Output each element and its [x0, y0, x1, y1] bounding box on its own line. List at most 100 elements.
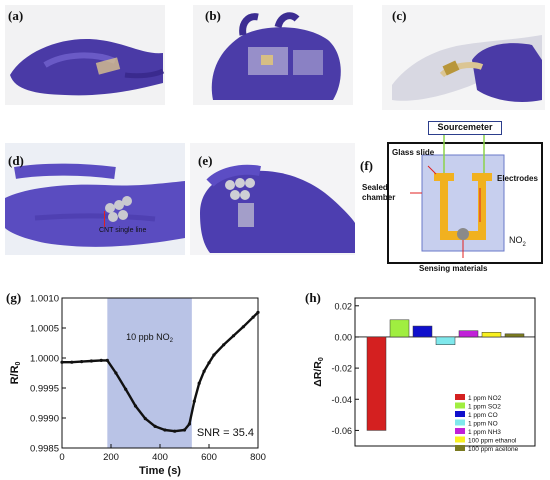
data-point — [182, 428, 187, 432]
exposure-label-base: 10 ppb NO — [126, 332, 170, 342]
legend-label: 100 ppm ethanol — [468, 438, 517, 445]
snr-annotation: SNR = 35.4 — [197, 427, 254, 439]
bar — [435, 336, 456, 345]
data-point — [231, 334, 236, 338]
glove-image-b — [193, 5, 353, 105]
bar — [389, 319, 410, 338]
sealed-label-line1: Sealed — [362, 183, 388, 192]
chart-h: 0.02 0.00 -0.02 -0.04 -0.06 1 ppm NO2 1 ppm SO… — [312, 297, 536, 453]
glove-image-c — [382, 5, 545, 110]
data-point — [124, 387, 128, 391]
y-tick-label: 0.9995 — [30, 384, 59, 395]
y-tick-label: 0.00 — [334, 332, 352, 342]
plot-frame — [354, 297, 536, 447]
y-axis-label: R/R0 — [9, 361, 22, 384]
bar — [481, 332, 502, 338]
legend-swatch — [455, 445, 465, 451]
data-point — [197, 381, 201, 385]
legend-swatch — [455, 428, 465, 434]
chart-g: 0.9985 0.9990 0.9995 1.0000 1.0005 1.0010 0 200… — [9, 294, 266, 478]
data-point — [202, 369, 206, 373]
legend-label: 1 ppm NO — [468, 421, 498, 428]
legend-label: 1 ppm NO2 — [468, 395, 502, 402]
data-point — [133, 404, 138, 408]
legend-label: 1 ppm CO — [468, 412, 498, 419]
y-tick-label: -0.02 — [331, 364, 352, 374]
legend-label: 100 ppm acetone — [468, 446, 519, 453]
y-tick-label: 1.0010 — [30, 294, 59, 305]
no2-label: NO2 — [509, 235, 526, 248]
y-tick-label: -0.04 — [331, 395, 352, 405]
x-tick-label: 400 — [152, 452, 168, 463]
data-point — [251, 315, 255, 319]
sensing-materials-label: Sensing materials — [419, 264, 488, 273]
exposure-label: 10 ppb NO2 — [126, 332, 174, 344]
y-axis-label: ΔR/R0 — [312, 357, 325, 387]
bar — [412, 325, 433, 338]
sealed-label-line2: chamber — [362, 193, 396, 202]
legend-label: 1 ppm NH3 — [468, 429, 501, 436]
legend-swatch — [455, 402, 465, 409]
data-point — [99, 358, 103, 362]
electrodes-label: Electrodes — [497, 174, 538, 183]
panel-label-g: (g) — [6, 290, 22, 305]
y-axis-label-base: R/R — [9, 365, 21, 384]
sensor-schematic — [387, 131, 543, 264]
y-tick-label: -0.06 — [331, 426, 352, 436]
y-tick-label: 0.02 — [334, 301, 352, 311]
legend-swatch — [455, 411, 465, 417]
data-point — [153, 424, 157, 428]
no2-sub: 2 — [522, 241, 526, 248]
y-tick-label: 1.0000 — [30, 354, 59, 365]
bar — [366, 336, 387, 431]
photo-b — [193, 5, 353, 105]
x-tick-label: 800 — [250, 452, 266, 463]
bar — [458, 330, 479, 338]
sealed-chamber-label: Sealed chamber — [362, 183, 395, 203]
x-tick-label: 200 — [103, 452, 119, 463]
panel-label-e: (e) — [198, 153, 213, 168]
glove-image-a — [5, 5, 165, 105]
data-point — [80, 360, 84, 364]
panel-label-c: (c) — [392, 8, 407, 23]
data-point — [89, 359, 93, 363]
no2-base: NO — [509, 235, 523, 245]
cnt-single-line-label: CNT single line — [99, 227, 147, 234]
data-point — [114, 371, 118, 375]
bar — [504, 333, 525, 338]
sourcemeter-label: Sourcemeter — [437, 122, 493, 132]
schematic-f: Sourcemeter Glass slide Electrodes Seale… — [362, 118, 545, 278]
photo-a — [5, 5, 165, 105]
data-point — [143, 417, 147, 421]
data-point — [192, 399, 196, 403]
y-tick-label: 0.9990 — [30, 414, 59, 425]
glass-slide-label: Glass slide — [392, 148, 435, 157]
data-point — [60, 360, 64, 364]
data-point — [173, 429, 177, 433]
data-point — [163, 428, 167, 432]
data-point — [105, 358, 109, 362]
data-point — [187, 422, 191, 426]
legend-swatch — [455, 436, 465, 443]
data-point — [241, 325, 245, 329]
photo-c — [382, 5, 545, 110]
y-axis-label-base: ΔR/R — [312, 361, 324, 387]
data-point — [256, 310, 260, 314]
y-axis-label-sub: 0 — [318, 357, 325, 361]
exposure-window — [107, 298, 192, 448]
y-axis-label-sub: 0 — [15, 361, 22, 365]
photo-e — [190, 143, 355, 255]
data-point — [207, 361, 211, 365]
panel-label-f: (f) — [360, 158, 373, 173]
cnt-arrow-line — [104, 211, 105, 227]
y-tick-label: 0.9985 — [30, 444, 59, 455]
exposure-label-sub: 2 — [170, 338, 174, 344]
panel-label-b: (b) — [205, 8, 221, 23]
glove-image-e — [190, 143, 355, 255]
data-point — [222, 343, 226, 347]
legend-swatch — [455, 419, 465, 426]
y-tick-label: 1.0005 — [30, 324, 59, 335]
sensing-material-dot — [457, 228, 469, 240]
sourcemeter-box: Sourcemeter — [428, 121, 502, 135]
glass-arrow — [427, 165, 437, 175]
